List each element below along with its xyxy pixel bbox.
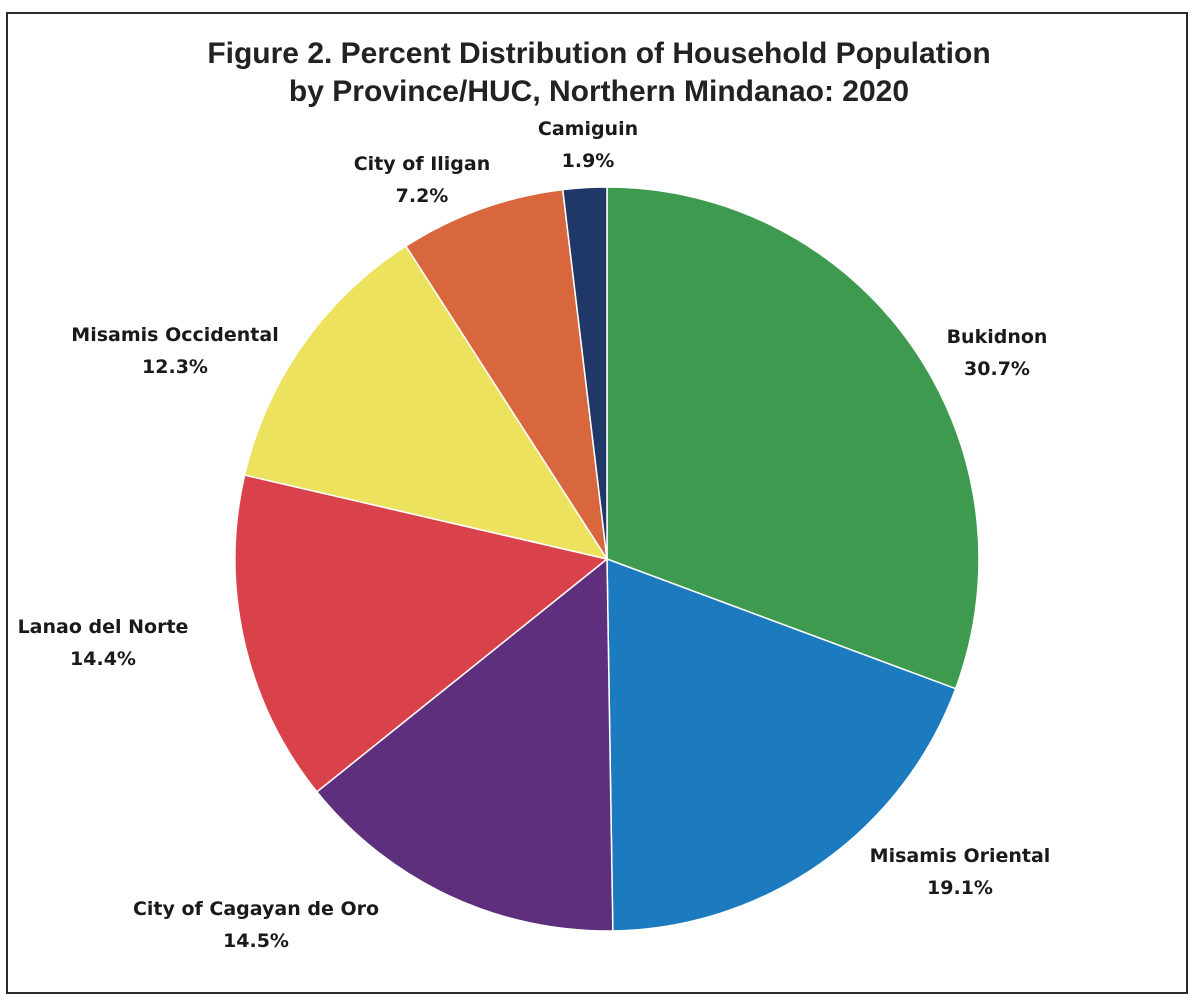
slice-label-misamis-occidental: Misamis Occidental xyxy=(71,324,278,346)
slice-value-city-of-cagayan-de-oro: 14.5% xyxy=(223,930,289,952)
slice-value-camiguin: 1.9% xyxy=(562,150,615,172)
slice-value-bukidnon: 30.7% xyxy=(964,358,1030,380)
chart-title: Figure 2. Percent Distribution of Househ… xyxy=(0,35,1198,111)
slice-label-city-of-iligan: City of Iligan xyxy=(354,153,491,175)
pie-slice-misamis-occidental xyxy=(243,245,609,561)
slice-value-misamis-occidental: 12.3% xyxy=(142,356,208,378)
slice-label-camiguin: Camiguin xyxy=(538,118,638,140)
pie-slice-camiguin xyxy=(561,186,608,560)
pie-slice-city-of-iligan xyxy=(404,188,608,560)
chart-title-line-2: by Province/HUC, Northern Mindanao: 2020 xyxy=(288,75,910,108)
slice-label-misamis-oriental: Misamis Oriental xyxy=(870,845,1051,867)
pie-slices xyxy=(234,186,980,932)
slice-label-bukidnon: Bukidnon xyxy=(947,326,1048,348)
pie-labels: Bukidnon 30.7% Misamis Oriental 19.1% City o… xyxy=(18,118,1051,952)
chart-title-line-1: Figure 2. Percent Distribution of Househ… xyxy=(207,37,991,70)
slice-label-lanao-del-norte: Lanao del Norte xyxy=(18,616,189,638)
pie-slice-lanao-del-norte xyxy=(234,474,609,793)
pie-slice-bukidnon xyxy=(606,186,980,690)
pie-slice-misamis-oriental xyxy=(606,557,957,932)
pie-slice-city-of-cagayan-de-oro xyxy=(315,557,614,932)
slice-value-lanao-del-norte: 14.4% xyxy=(70,648,136,670)
slice-label-city-of-cagayan-de-oro: City of Cagayan de Oro xyxy=(133,898,379,920)
slice-value-misamis-oriental: 19.1% xyxy=(927,877,993,899)
slice-value-city-of-iligan: 7.2% xyxy=(396,185,449,207)
